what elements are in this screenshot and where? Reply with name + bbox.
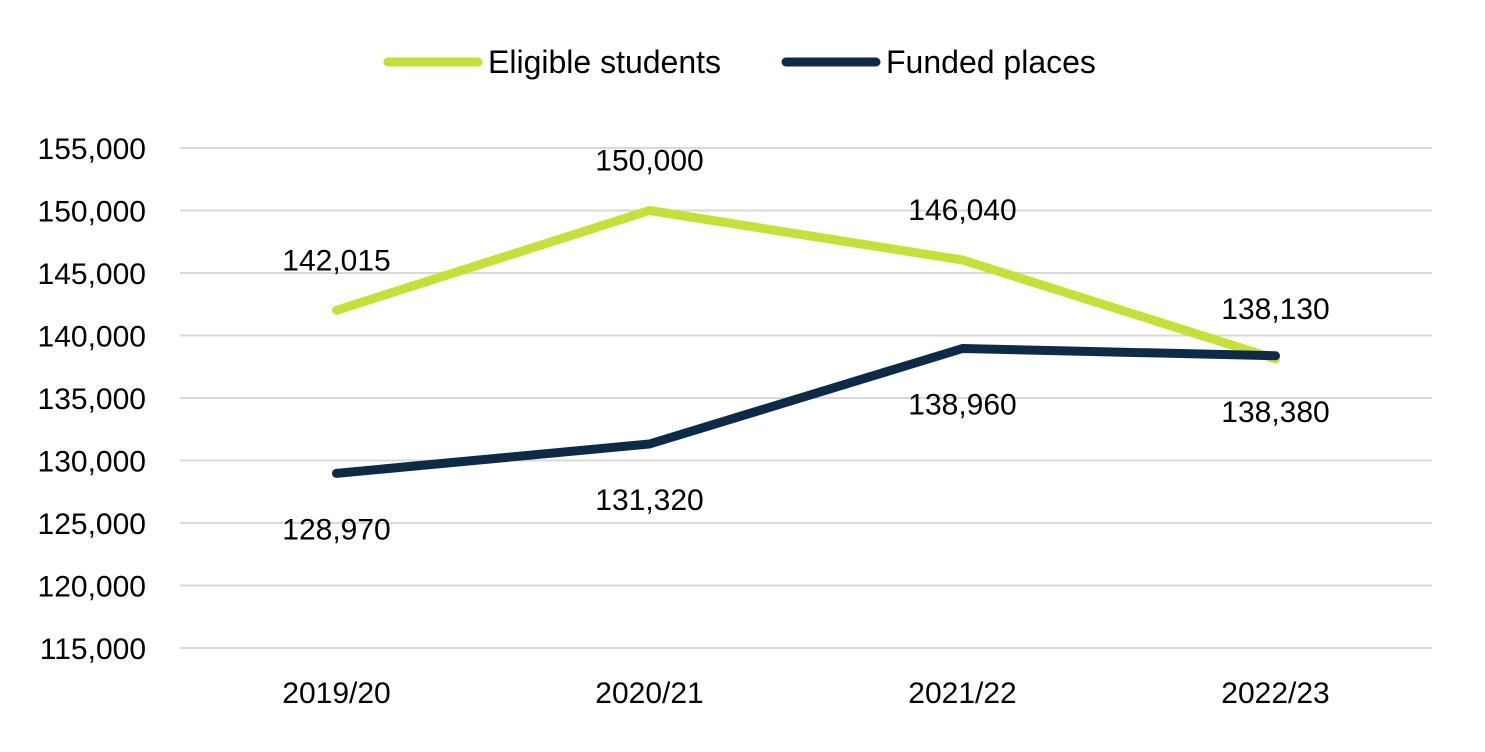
x-tick-label: 2019/20 bbox=[282, 677, 390, 710]
y-tick-label: 140,000 bbox=[38, 321, 146, 354]
y-tick-label: 150,000 bbox=[38, 196, 146, 229]
legend-label: Funded places bbox=[886, 44, 1096, 80]
y-axis: 115,000 120,000 125,000 130,000 135,000 140,0… bbox=[38, 133, 146, 666]
data-label: 128,970 bbox=[282, 513, 390, 546]
data-label: 131,320 bbox=[595, 484, 703, 517]
y-tick-label: 155,000 bbox=[38, 133, 146, 166]
gridlines bbox=[180, 147, 1432, 649]
y-tick-label: 135,000 bbox=[38, 383, 146, 416]
y-tick-label: 120,000 bbox=[38, 571, 146, 604]
legend-label: Eligible students bbox=[488, 44, 721, 80]
data-label: 150,000 bbox=[595, 145, 703, 178]
data-label: 138,380 bbox=[1221, 396, 1329, 429]
series-line-2 bbox=[332, 344, 1280, 478]
y-tick-label: 145,000 bbox=[38, 258, 146, 291]
data-label: 142,015 bbox=[282, 244, 390, 277]
x-tick-label: 2020/21 bbox=[595, 677, 703, 710]
y-tick-label: 115,000 bbox=[40, 633, 146, 666]
data-label: 146,040 bbox=[908, 194, 1016, 227]
legend: Eligible students Funded places bbox=[383, 44, 1096, 80]
x-axis: 2019/20 2020/21 2021/22 2022/23 bbox=[282, 677, 1329, 710]
data-label: 138,960 bbox=[908, 389, 1016, 422]
y-tick-label: 130,000 bbox=[38, 446, 146, 479]
data-label: 138,130 bbox=[1221, 293, 1329, 326]
y-tick-label: 125,000 bbox=[38, 508, 146, 541]
x-tick-label: 2021/22 bbox=[908, 677, 1016, 710]
series-line-1 bbox=[332, 206, 1280, 364]
data-labels: 142,015 150,000 146,040 138,130 128,970 131,3… bbox=[282, 145, 1329, 547]
x-tick-label: 2022/23 bbox=[1221, 677, 1329, 710]
series-lines bbox=[332, 206, 1280, 478]
